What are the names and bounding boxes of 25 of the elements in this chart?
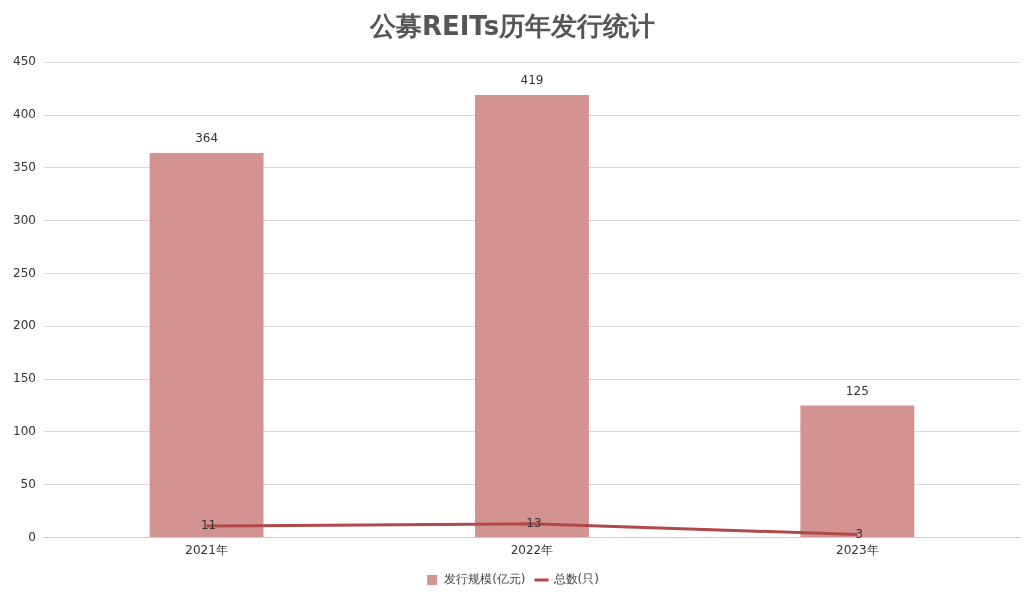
y-tick-label: 450 bbox=[13, 54, 36, 69]
legend-label: 发行规模(亿元) bbox=[444, 572, 526, 587]
y-tick-label: 50 bbox=[20, 476, 36, 491]
x-tick-label: 2021年 bbox=[185, 542, 228, 557]
legend-label: 总数(只) bbox=[552, 572, 599, 587]
y-tick-label: 400 bbox=[13, 107, 36, 122]
y-tick-label: 0 bbox=[28, 529, 36, 544]
data-label: 419 bbox=[520, 73, 544, 88]
chart-title: 公募REITs历年发行统计 bbox=[368, 11, 656, 42]
y-tick-label: 200 bbox=[13, 318, 36, 333]
x-tick-label: 2022年 bbox=[510, 542, 554, 557]
x-tick-label: 2023年 bbox=[836, 542, 879, 557]
data-label: 364 bbox=[195, 131, 219, 146]
data-label: 13 bbox=[526, 515, 542, 530]
data-label: 3 bbox=[855, 526, 864, 541]
y-tick-label: 350 bbox=[13, 159, 36, 174]
y-tick-label: 100 bbox=[13, 424, 36, 439]
data-label: 11 bbox=[200, 518, 217, 533]
bar bbox=[149, 153, 264, 538]
data-label: 125 bbox=[845, 383, 869, 398]
y-tick-label: 150 bbox=[13, 371, 36, 386]
y-tick-label: 250 bbox=[13, 265, 36, 280]
bar bbox=[800, 405, 915, 538]
y-tick-label: 300 bbox=[13, 212, 36, 227]
bar bbox=[475, 94, 589, 538]
